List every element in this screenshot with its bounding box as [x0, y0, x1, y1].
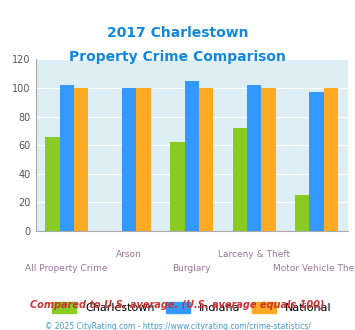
Text: Property Crime Comparison: Property Crime Comparison [69, 50, 286, 63]
Text: Arson: Arson [116, 250, 142, 259]
Text: Motor Vehicle Theft: Motor Vehicle Theft [273, 264, 355, 273]
Bar [199, 88, 213, 231]
Text: All Property Crime: All Property Crime [26, 264, 108, 273]
Text: Compared to U.S. average. (U.S. average equals 100): Compared to U.S. average. (U.S. average … [30, 300, 325, 310]
Bar [136, 88, 151, 231]
Bar [170, 142, 185, 231]
Bar [74, 88, 88, 231]
Bar [45, 137, 60, 231]
Bar [310, 92, 324, 231]
Bar [261, 88, 276, 231]
Legend: Charlestown, Indiana, National: Charlestown, Indiana, National [52, 302, 332, 313]
Bar [295, 195, 310, 231]
Text: Burglary: Burglary [173, 264, 211, 273]
Text: Larceny & Theft: Larceny & Theft [218, 250, 290, 259]
Bar [247, 85, 261, 231]
Bar [324, 88, 338, 231]
Bar [185, 81, 199, 231]
Bar [60, 85, 74, 231]
Text: © 2025 CityRating.com - https://www.cityrating.com/crime-statistics/: © 2025 CityRating.com - https://www.city… [45, 322, 310, 330]
Bar [122, 88, 136, 231]
Bar [233, 128, 247, 231]
Text: 2017 Charlestown: 2017 Charlestown [107, 26, 248, 40]
